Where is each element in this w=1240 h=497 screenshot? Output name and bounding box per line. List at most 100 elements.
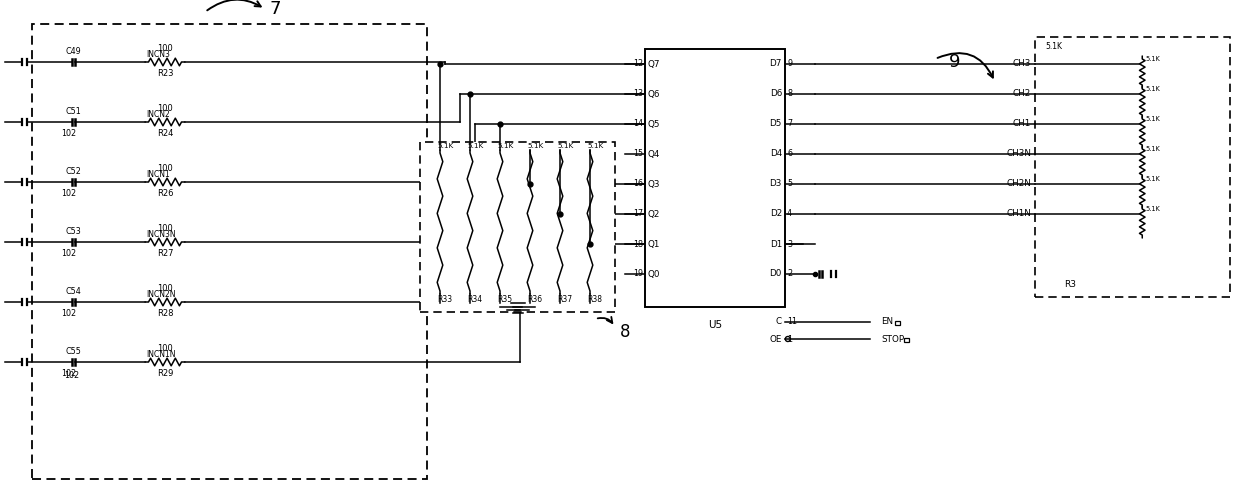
Text: CH2N: CH2N <box>1006 179 1030 188</box>
Text: 9: 9 <box>950 53 961 71</box>
Text: 5.1K: 5.1K <box>557 143 573 149</box>
Text: 19: 19 <box>632 269 644 278</box>
Text: C53: C53 <box>66 227 81 236</box>
Text: 18: 18 <box>632 240 644 248</box>
Text: CH1: CH1 <box>1013 119 1030 129</box>
Text: D4: D4 <box>770 150 782 159</box>
Text: 5.1K: 5.1K <box>527 143 543 149</box>
Text: R23: R23 <box>156 69 174 78</box>
Text: R3: R3 <box>1064 280 1076 289</box>
Text: R34: R34 <box>467 296 482 305</box>
Text: 5.1K: 5.1K <box>467 143 484 149</box>
Text: Q3: Q3 <box>649 179 661 188</box>
Text: 102: 102 <box>61 189 76 198</box>
Text: INCN3N: INCN3N <box>146 230 176 239</box>
Text: CH3N: CH3N <box>1006 150 1030 159</box>
Text: 6: 6 <box>787 150 792 159</box>
Text: C54: C54 <box>66 286 81 296</box>
Text: 14: 14 <box>632 119 644 129</box>
Text: CH3: CH3 <box>1013 60 1030 69</box>
Text: D3: D3 <box>770 179 782 188</box>
Text: 12: 12 <box>632 60 644 69</box>
Text: EN: EN <box>880 318 893 327</box>
Text: R33: R33 <box>436 296 453 305</box>
Text: C52: C52 <box>66 166 81 175</box>
Text: 8: 8 <box>787 89 792 98</box>
Text: 100: 100 <box>157 284 172 293</box>
Text: 2: 2 <box>787 269 792 278</box>
Text: 100: 100 <box>157 344 172 353</box>
Text: 5.1K: 5.1K <box>587 143 603 149</box>
Text: R35: R35 <box>497 296 512 305</box>
Text: R24: R24 <box>156 129 174 138</box>
Text: 4: 4 <box>787 210 792 219</box>
Text: 5.1K: 5.1K <box>1146 56 1161 62</box>
Text: 17: 17 <box>632 210 644 219</box>
Text: Q1: Q1 <box>649 240 661 248</box>
Bar <box>904 337 909 342</box>
Text: D7: D7 <box>770 60 782 69</box>
Text: 9: 9 <box>787 60 792 69</box>
Text: Q0: Q0 <box>649 269 661 278</box>
Text: Q6: Q6 <box>649 89 661 98</box>
Text: R36: R36 <box>527 296 542 305</box>
Text: 5.1K: 5.1K <box>436 143 454 149</box>
Text: INCN2: INCN2 <box>146 110 170 119</box>
Text: R28: R28 <box>156 309 174 318</box>
Text: R37: R37 <box>557 296 572 305</box>
Text: R26: R26 <box>156 188 174 197</box>
Text: 16: 16 <box>632 179 644 188</box>
Text: 7: 7 <box>787 119 792 129</box>
Text: INCN2N: INCN2N <box>146 290 176 299</box>
Text: 100: 100 <box>157 224 172 233</box>
Text: Q4: Q4 <box>649 150 661 159</box>
Text: 3: 3 <box>787 240 792 248</box>
Text: CH2: CH2 <box>1013 89 1030 98</box>
Text: 100: 100 <box>157 44 172 53</box>
Text: D1: D1 <box>770 240 782 248</box>
Text: 100: 100 <box>157 164 172 173</box>
Text: C49: C49 <box>66 47 81 56</box>
Bar <box>895 321 899 325</box>
Bar <box>420 142 615 312</box>
Bar <box>1035 37 1230 297</box>
Text: R38: R38 <box>587 296 601 305</box>
Text: D2: D2 <box>770 210 782 219</box>
Text: Q7: Q7 <box>649 60 661 69</box>
Text: 102: 102 <box>61 249 76 258</box>
Text: 11: 11 <box>787 318 797 327</box>
Text: R29: R29 <box>156 368 174 378</box>
Text: INCN3: INCN3 <box>146 50 170 59</box>
Text: 102: 102 <box>64 371 79 380</box>
Bar <box>32 24 427 479</box>
Text: CH1N: CH1N <box>1006 210 1030 219</box>
Text: 5.1K: 5.1K <box>1146 176 1161 182</box>
Text: 5.1K: 5.1K <box>1146 86 1161 92</box>
Text: STOP: STOP <box>880 334 904 343</box>
Text: 5.1K: 5.1K <box>1146 146 1161 152</box>
Text: 5.1K: 5.1K <box>497 143 513 149</box>
Text: OE: OE <box>770 334 782 343</box>
Text: 15: 15 <box>632 150 644 159</box>
Text: 5.1K: 5.1K <box>1045 42 1061 51</box>
Text: INCN1: INCN1 <box>146 170 170 179</box>
Text: D6: D6 <box>770 89 782 98</box>
Bar <box>645 49 785 307</box>
Text: 102: 102 <box>61 129 76 138</box>
Text: 5.1K: 5.1K <box>1146 116 1161 122</box>
Text: 7: 7 <box>269 0 280 18</box>
Text: 102: 102 <box>61 369 76 378</box>
Text: 8: 8 <box>620 323 630 341</box>
Text: 5: 5 <box>787 179 792 188</box>
Text: R27: R27 <box>156 248 174 257</box>
Text: C: C <box>776 318 782 327</box>
Text: 13: 13 <box>632 89 644 98</box>
Text: D0: D0 <box>770 269 782 278</box>
Text: 5.1K: 5.1K <box>1146 206 1161 212</box>
Text: 100: 100 <box>157 104 172 113</box>
Text: INCN1N: INCN1N <box>146 350 176 359</box>
Text: D5: D5 <box>770 119 782 129</box>
Text: 102: 102 <box>61 309 76 318</box>
Text: Q5: Q5 <box>649 119 661 129</box>
Text: 1: 1 <box>787 334 792 343</box>
